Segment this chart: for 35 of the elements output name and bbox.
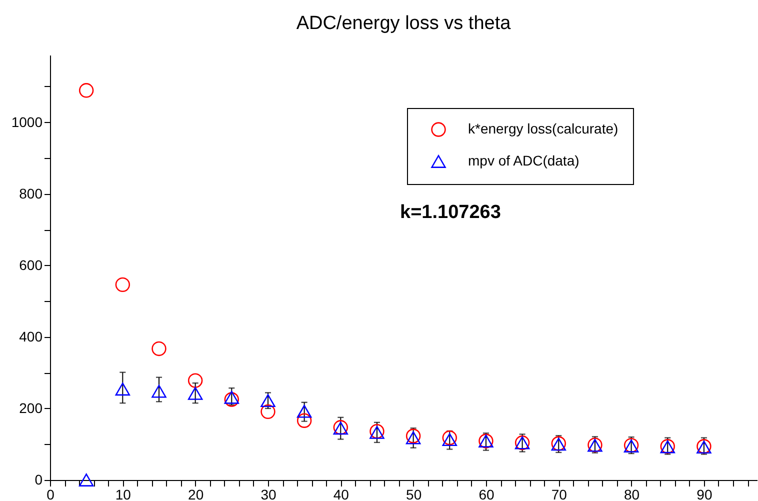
point [224, 392, 240, 407]
point [188, 373, 203, 388]
x-tick-label: 90 [696, 486, 712, 501]
legend-label: k*energy loss(calcurate) [468, 120, 618, 136]
point [260, 404, 276, 420]
y-tick-label: 200 [19, 400, 43, 416]
y-tick-label: 800 [19, 185, 43, 202]
point [152, 384, 166, 398]
point [188, 386, 203, 400]
y-tick-label: 1000 [11, 114, 43, 130]
point [115, 277, 130, 292]
y-tick-label: 400 [19, 328, 43, 344]
point [260, 394, 276, 408]
x-tick-label: 70 [551, 486, 568, 501]
point [296, 413, 312, 428]
x-tick-label: 30 [260, 486, 276, 501]
point [296, 404, 312, 418]
x-tick-label: 0 [46, 486, 55, 501]
x-tick-label: 40 [333, 486, 350, 501]
y-tick-label: 0 [34, 472, 43, 488]
annotation: k=1.107263 [400, 202, 501, 223]
x-tick-label: 50 [406, 486, 422, 501]
x-tick-label: 80 [624, 486, 640, 501]
x-tick-label: 10 [115, 486, 132, 501]
point [115, 382, 130, 396]
x-tick-label: 60 [478, 486, 494, 501]
point [152, 341, 166, 356]
chart-title: ADC/energy loss vs theta [296, 13, 512, 34]
y-tick-label: 600 [19, 256, 43, 273]
legend-label: mpv of ADC(data) [468, 152, 580, 168]
point [224, 390, 240, 404]
x-tick-label: 20 [188, 486, 204, 501]
point [78, 83, 94, 98]
point [78, 474, 94, 486]
point [442, 433, 457, 446]
